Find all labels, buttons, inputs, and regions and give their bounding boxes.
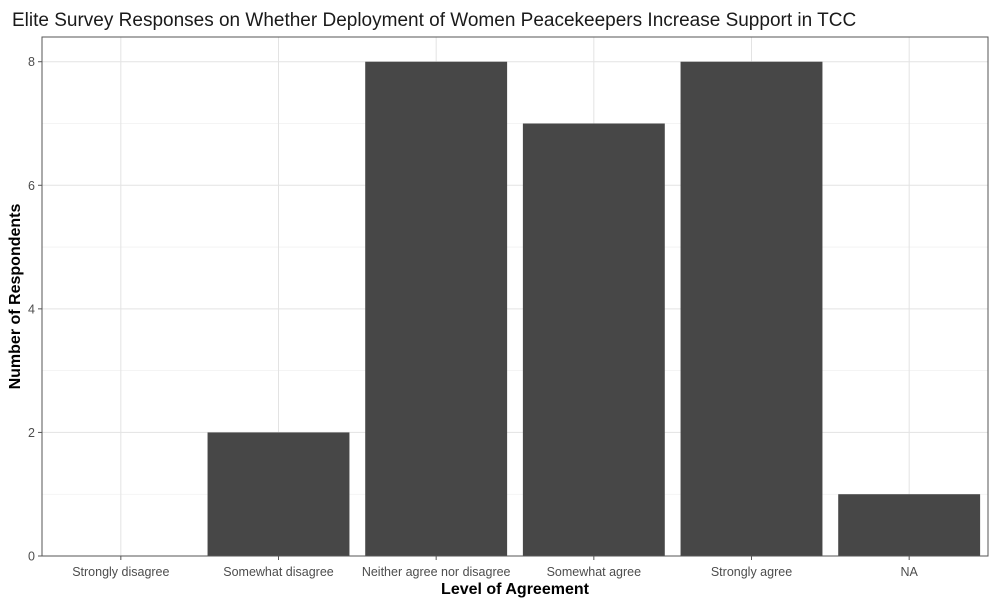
x-tick-label: Somewhat agree: [547, 565, 642, 579]
chart-title: Elite Survey Responses on Whether Deploy…: [12, 10, 856, 31]
y-tick-label: 6: [28, 179, 35, 193]
bar: [207, 432, 350, 556]
y-axis-ticks: 0 2 4 6 8: [28, 55, 42, 564]
y-tick-label: 0: [28, 550, 35, 564]
x-tick-label: Strongly agree: [711, 565, 792, 579]
x-tick-label: Somewhat disagree: [223, 565, 334, 579]
x-tick-label: NA: [900, 565, 918, 579]
y-tick-label: 4: [28, 302, 35, 316]
x-tick-label: Neither agree nor disagree: [362, 565, 511, 579]
bars: [207, 61, 981, 556]
x-axis-title: Level of Agreement: [441, 581, 590, 598]
bar: [365, 61, 508, 556]
gridlines: [42, 37, 988, 557]
plot-panel-border: [41, 36, 989, 557]
y-axis-title: Number of Respondents: [7, 204, 24, 390]
bar: [522, 123, 665, 556]
y-tick-label: 8: [28, 55, 35, 69]
y-tick-label: 2: [28, 426, 35, 440]
x-tick-label: Strongly disagree: [72, 565, 169, 579]
bar: [838, 494, 981, 556]
x-axis-ticks: Strongly disagree Somewhat disagree Neithe…: [72, 556, 919, 579]
bar: [680, 61, 823, 556]
